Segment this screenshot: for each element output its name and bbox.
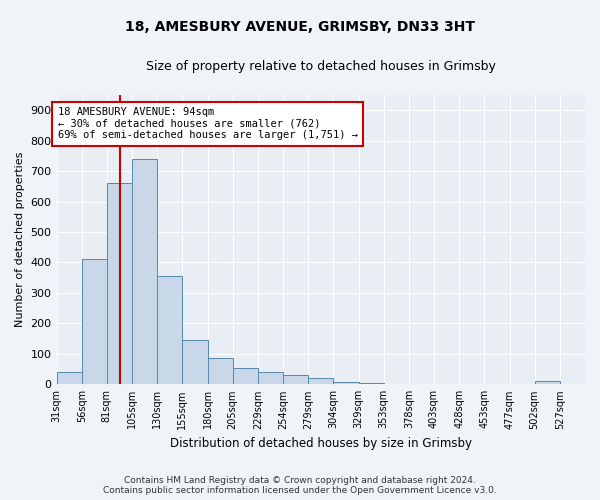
Bar bbox=[233, 368, 258, 384]
Bar bbox=[157, 276, 182, 384]
Bar bbox=[208, 358, 233, 384]
Text: 18 AMESBURY AVENUE: 94sqm
← 30% of detached houses are smaller (762)
69% of semi: 18 AMESBURY AVENUE: 94sqm ← 30% of detac… bbox=[58, 107, 358, 140]
Text: 18, AMESBURY AVENUE, GRIMSBY, DN33 3HT: 18, AMESBURY AVENUE, GRIMSBY, DN33 3HT bbox=[125, 20, 475, 34]
Bar bbox=[283, 375, 308, 384]
Bar bbox=[535, 382, 560, 384]
Bar bbox=[182, 340, 208, 384]
Y-axis label: Number of detached properties: Number of detached properties bbox=[15, 152, 25, 328]
Bar bbox=[132, 159, 157, 384]
Bar bbox=[82, 260, 107, 384]
Bar bbox=[258, 372, 283, 384]
Bar bbox=[308, 378, 334, 384]
Bar bbox=[334, 382, 359, 384]
X-axis label: Distribution of detached houses by size in Grimsby: Distribution of detached houses by size … bbox=[170, 437, 472, 450]
Bar bbox=[107, 184, 132, 384]
Bar bbox=[359, 383, 383, 384]
Text: Contains HM Land Registry data © Crown copyright and database right 2024.
Contai: Contains HM Land Registry data © Crown c… bbox=[103, 476, 497, 495]
Bar bbox=[56, 372, 82, 384]
Title: Size of property relative to detached houses in Grimsby: Size of property relative to detached ho… bbox=[146, 60, 496, 73]
